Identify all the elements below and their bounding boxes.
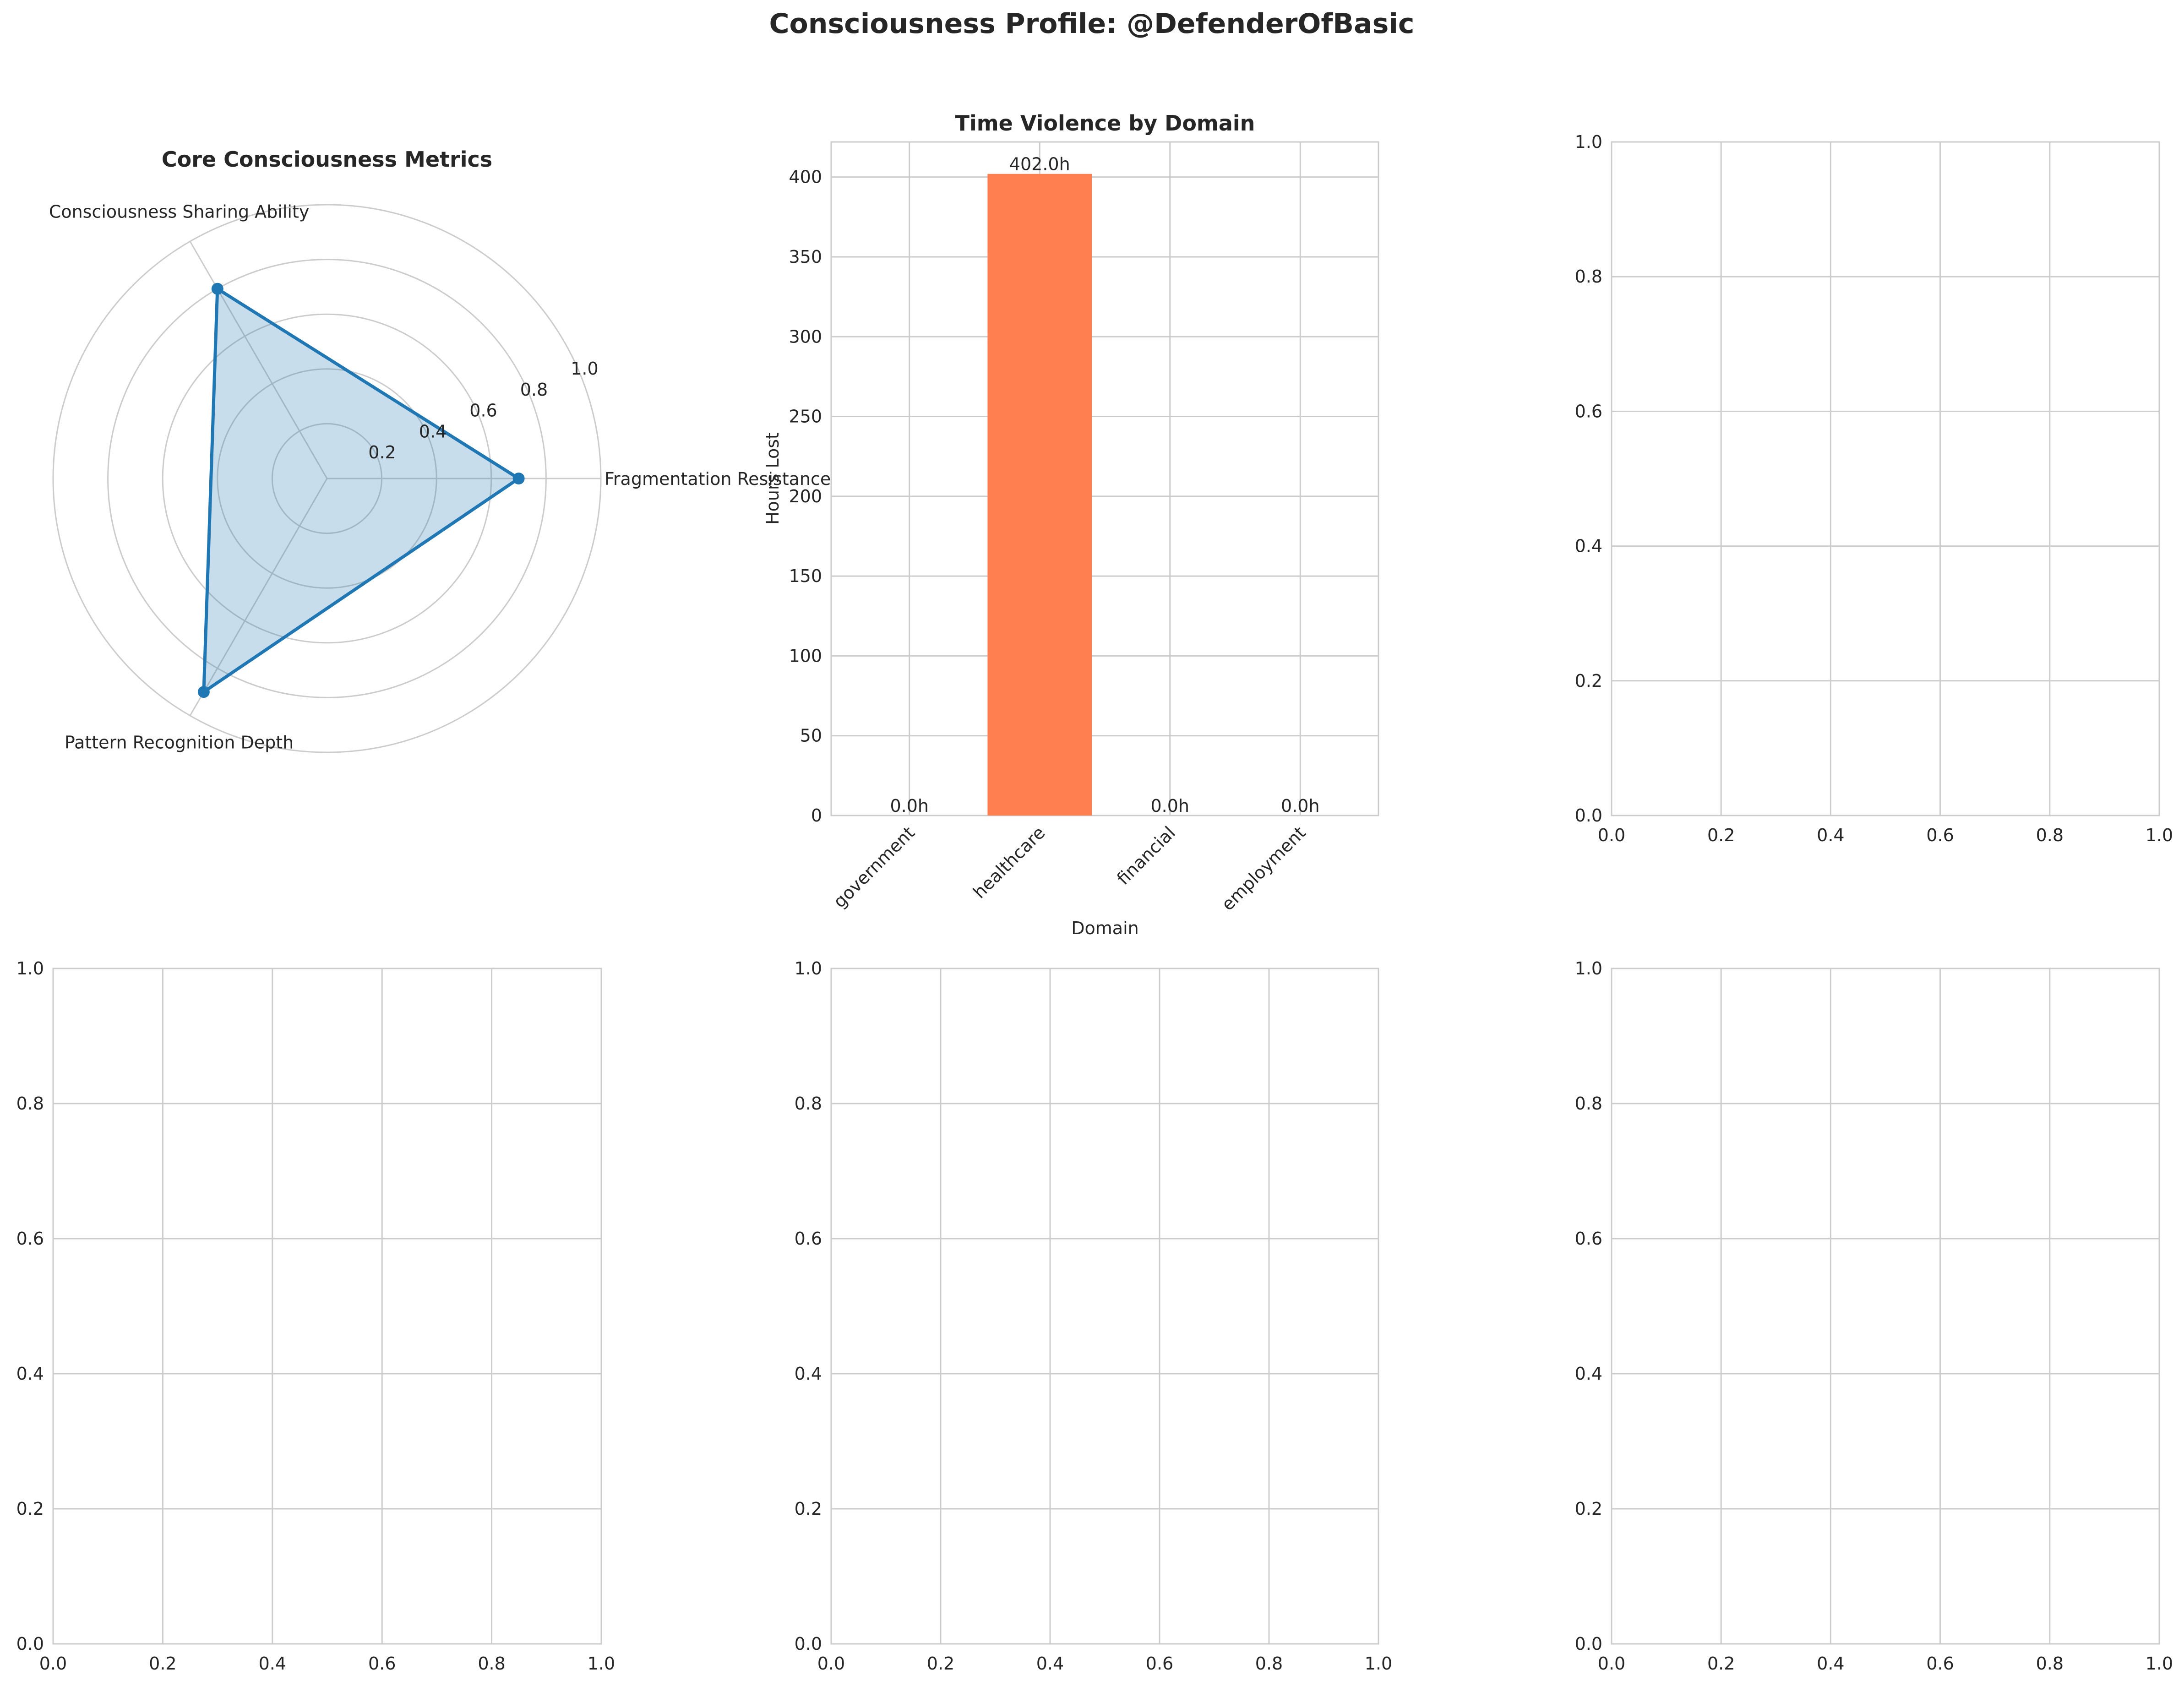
empty-xtick-label: 0.4 bbox=[1036, 1653, 1064, 1674]
empty-ytick-label: 0.6 bbox=[1575, 1229, 1602, 1249]
radar-point bbox=[197, 686, 210, 698]
empty-panel-2: 0.00.0 0.2 0.2 0.4 0.4 0.6 0.6 0.8 0.8 1.0 1.0 bbox=[1575, 132, 2173, 845]
empty-xtick-label: 0.8 bbox=[2036, 825, 2064, 845]
empty-xtick-label: 1.0 bbox=[2146, 1653, 2173, 1674]
empty-ytick-label: 0.6 bbox=[1575, 401, 1602, 421]
empty-axes-frame bbox=[1611, 141, 2160, 816]
empty-ytick-label: 1.0 bbox=[1575, 958, 1602, 979]
bar-healthcare bbox=[987, 174, 1092, 816]
bar-ytick-label: 300 bbox=[789, 326, 822, 347]
empty-xtick-label: 0.2 bbox=[1707, 1653, 1735, 1674]
empty-xtick-label: 0.6 bbox=[1926, 825, 1954, 845]
empty-panel-3: 0.00.0 0.2 0.2 0.4 0.4 0.6 0.6 0.8 0.8 1.0 1.0 bbox=[16, 958, 615, 1674]
radar-point bbox=[512, 473, 525, 484]
radar-axis-label: Pattern Recognition Depth bbox=[65, 732, 294, 752]
empty-axes-frame bbox=[52, 968, 602, 1645]
bar-data-label: 0.0h bbox=[1150, 796, 1189, 816]
radar-panel: Core Consciousness Metrics 0.2 0.4 0.6 0.8 1… bbox=[49, 147, 831, 753]
empty-xtick-label: 1.0 bbox=[1365, 1653, 1392, 1674]
radar-spoke bbox=[189, 241, 328, 479]
empty-ytick-label: 0.0 bbox=[1575, 805, 1602, 826]
empty-xtick-label: 0.8 bbox=[2036, 1653, 2064, 1674]
radar-rtick-label: 0.2 bbox=[368, 442, 396, 462]
empty-xtick-label: 0.4 bbox=[259, 1653, 286, 1674]
empty-ytick-label: 0.8 bbox=[795, 1093, 822, 1114]
bar-ytick-label: 250 bbox=[789, 407, 822, 427]
radar-point bbox=[211, 283, 223, 295]
empty-ytick-label: 0.4 bbox=[795, 1364, 822, 1384]
empty-xtick-label: 0.0 bbox=[39, 1653, 67, 1674]
radar-rtick-label: 0.4 bbox=[419, 421, 447, 441]
empty-xtick-label: 0.2 bbox=[927, 1653, 954, 1674]
empty-xtick-label: 0.6 bbox=[368, 1653, 396, 1674]
empty-ytick-label: 0.2 bbox=[16, 1499, 44, 1519]
radar-series bbox=[197, 283, 525, 698]
radar-grid bbox=[52, 204, 602, 753]
bar-ytick-label: 100 bbox=[789, 646, 822, 666]
empty-panels: 0.00.00.20.20.40.40.60.60.80.81.01.00.00… bbox=[16, 132, 2173, 1674]
empty-ytick-label: 0.6 bbox=[795, 1229, 822, 1249]
bar-ytick-label: 0 bbox=[811, 805, 822, 826]
empty-xtick-label: 0.0 bbox=[817, 1653, 845, 1674]
bar-ytick-label: 400 bbox=[789, 167, 822, 187]
empty-ytick-label: 1.0 bbox=[795, 958, 822, 979]
empty-ytick-label: 0.0 bbox=[795, 1634, 822, 1654]
empty-ytick-label: 0.2 bbox=[1575, 1499, 1602, 1519]
radar-rtick-label: 0.6 bbox=[469, 401, 497, 421]
bar-ytick-label: 350 bbox=[789, 247, 822, 267]
empty-xtick-label: 1.0 bbox=[2146, 825, 2173, 845]
bar-data-label: 0.0h bbox=[1281, 796, 1320, 816]
bar-xlabel: Domain bbox=[1071, 918, 1138, 938]
empty-xtick-label: 0.8 bbox=[478, 1653, 505, 1674]
empty-xtick-label: 0.8 bbox=[1255, 1653, 1283, 1674]
radar-rtick-label: 1.0 bbox=[571, 359, 598, 379]
empty-xtick-label: 0.2 bbox=[149, 1653, 176, 1674]
empty-xtick-label: 0.6 bbox=[1926, 1653, 1954, 1674]
bar-ylabel: Hours Lost bbox=[762, 432, 783, 525]
empty-xtick-label: 0.0 bbox=[1598, 825, 1625, 845]
empty-ytick-label: 0.0 bbox=[1575, 1634, 1602, 1654]
radar-title: Core Consciousness Metrics bbox=[162, 147, 492, 172]
radar-area bbox=[203, 288, 519, 692]
empty-ytick-label: 0.8 bbox=[1575, 266, 1602, 287]
empty-xtick-label: 0.2 bbox=[1707, 825, 1735, 845]
radar-line bbox=[202, 287, 521, 694]
empty-ytick-label: 0.2 bbox=[1575, 671, 1602, 691]
empty-axes-frame bbox=[830, 968, 1379, 1645]
bar-ytick-label: 200 bbox=[789, 486, 822, 506]
empty-xtick-label: 0.0 bbox=[1598, 1653, 1625, 1674]
empty-xtick-label: 0.4 bbox=[1817, 1653, 1844, 1674]
empty-panel-5: 0.00.0 0.2 0.2 0.4 0.4 0.6 0.6 0.8 0.8 1.0 1.0 bbox=[1575, 958, 2173, 1674]
bar-data-label: 402.0h bbox=[1009, 154, 1070, 174]
empty-ytick-label: 1.0 bbox=[16, 958, 44, 979]
bar-bars: 0.0h 402.0h 0.0h 0.0h bbox=[890, 154, 1319, 816]
empty-axes-frame bbox=[1611, 968, 2160, 1645]
radar-axis-label: Consciousness Sharing Ability bbox=[49, 202, 310, 222]
radar-axis-label: Fragmentation Resistance bbox=[605, 469, 831, 489]
empty-xtick-label: 0.4 bbox=[1817, 825, 1844, 845]
empty-ytick-label: 1.0 bbox=[1575, 132, 1602, 152]
empty-ytick-label: 0.0 bbox=[16, 1634, 44, 1654]
empty-ytick-label: 0.8 bbox=[16, 1093, 44, 1114]
radar-spoke bbox=[189, 478, 328, 716]
empty-ytick-label: 0.4 bbox=[16, 1364, 44, 1384]
empty-panel-4: 0.00.0 0.2 0.2 0.4 0.4 0.6 0.6 0.8 0.8 1.0 1.0 bbox=[795, 958, 1393, 1674]
bar-ytick-label: 150 bbox=[789, 566, 822, 586]
empty-ytick-label: 0.4 bbox=[1575, 1364, 1602, 1384]
bar-ytick-label: 50 bbox=[800, 726, 822, 746]
empty-ytick-label: 0.2 bbox=[795, 1499, 822, 1519]
empty-xtick-label: 1.0 bbox=[588, 1653, 615, 1674]
bar-data-label: 0.0h bbox=[890, 796, 929, 816]
empty-ytick-label: 0.8 bbox=[1575, 1093, 1602, 1114]
radar-rtick-label: 0.8 bbox=[520, 380, 548, 400]
empty-ytick-label: 0.6 bbox=[16, 1229, 44, 1249]
empty-xtick-label: 0.6 bbox=[1146, 1653, 1173, 1674]
bar-axes-frame bbox=[830, 141, 1379, 816]
figure-suptitle: Consciousness Profile: @DefenderOfBasic bbox=[769, 8, 1414, 40]
radar-labels: 0.2 0.4 0.6 0.8 1.0 Fragmentation Resistance C… bbox=[49, 202, 831, 753]
bar-title: Time Violence by Domain bbox=[955, 111, 1255, 136]
empty-ytick-label: 0.4 bbox=[1575, 536, 1602, 556]
